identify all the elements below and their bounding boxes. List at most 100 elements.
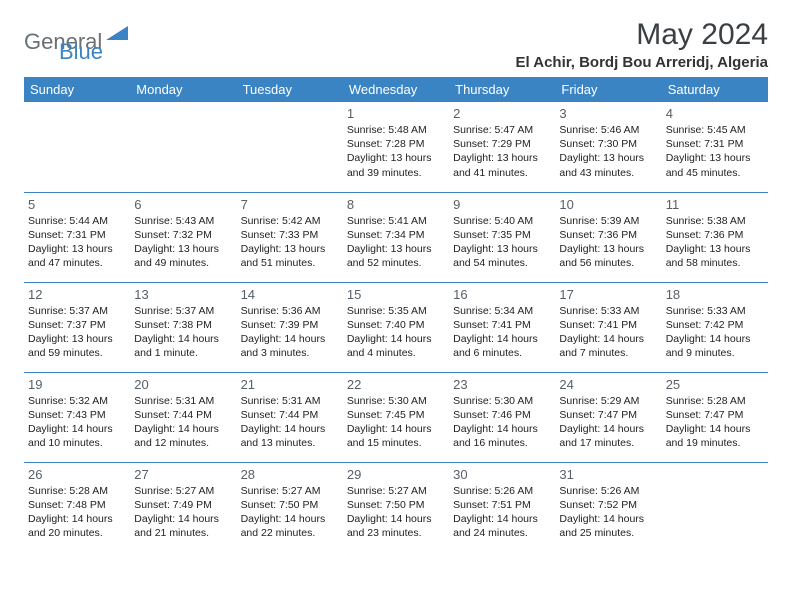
day-header: Saturday (662, 77, 768, 102)
day-number: 16 (453, 287, 551, 302)
calendar-cell (130, 102, 236, 192)
header: General Blue May 2024 El Achir, Bordj Bo… (24, 18, 768, 71)
day-details: Sunrise: 5:40 AMSunset: 7:35 PMDaylight:… (453, 214, 551, 271)
calendar-cell: 31 Sunrise: 5:26 AMSunset: 7:52 PMDayligh… (555, 462, 661, 552)
calendar-cell: 28 Sunrise: 5:27 AMSunset: 7:50 PMDayligh… (237, 462, 343, 552)
day-number: 22 (347, 377, 445, 392)
calendar-cell: 17 Sunrise: 5:33 AMSunset: 7:41 PMDayligh… (555, 282, 661, 372)
logo-triangle-icon (106, 26, 128, 45)
calendar-cell: 2Sunrise: 5:47 AMSunset: 7:29 PMDaylight… (449, 102, 555, 192)
day-header: Monday (130, 77, 236, 102)
day-number: 10 (559, 197, 657, 212)
calendar-row: 12 Sunrise: 5:37 AMSunset: 7:37 PMDayligh… (24, 282, 768, 372)
calendar-cell: 30 Sunrise: 5:26 AMSunset: 7:51 PMDayligh… (449, 462, 555, 552)
calendar-cell: 24 Sunrise: 5:29 AMSunset: 7:47 PMDayligh… (555, 372, 661, 462)
day-details: Sunrise: 5:31 AMSunset: 7:44 PMDaylight:… (134, 394, 232, 451)
calendar-cell: 5Sunrise: 5:44 AMSunset: 7:31 PMDaylight… (24, 192, 130, 282)
calendar-cell: 29 Sunrise: 5:27 AMSunset: 7:50 PMDayligh… (343, 462, 449, 552)
day-number: 19 (28, 377, 126, 392)
calendar-cell: 18 Sunrise: 5:33 AMSunset: 7:42 PMDayligh… (662, 282, 768, 372)
day-details: Sunrise: 5:46 AMSunset: 7:30 PMDaylight:… (559, 123, 657, 180)
day-number: 7 (241, 197, 339, 212)
day-details: Sunrise: 5:33 AMSunset: 7:41 PMDaylight:… (559, 304, 657, 361)
calendar-body: 1 Sunrise: 5:48 AMSunset: 7:28 PMDaylight… (24, 102, 768, 552)
day-header: Friday (555, 77, 661, 102)
day-details: Sunrise: 5:38 AMSunset: 7:36 PMDaylight:… (666, 214, 764, 271)
calendar-cell: 22Sunrise: 5:30 AMSunset: 7:45 PMDayligh… (343, 372, 449, 462)
day-number: 29 (347, 467, 445, 482)
day-details: Sunrise: 5:45 AMSunset: 7:31 PMDaylight:… (666, 123, 764, 180)
calendar-row: 26 Sunrise: 5:28 AMSunset: 7:48 PMDayligh… (24, 462, 768, 552)
day-header: Sunday (24, 77, 130, 102)
day-number: 9 (453, 197, 551, 212)
day-number: 28 (241, 467, 339, 482)
calendar-cell (662, 462, 768, 552)
day-details: Sunrise: 5:36 AMSunset: 7:39 PMDaylight:… (241, 304, 339, 361)
calendar-cell: 21 Sunrise: 5:31 AMSunset: 7:44 PMDayligh… (237, 372, 343, 462)
day-number: 26 (28, 467, 126, 482)
day-details: Sunrise: 5:35 AMSunset: 7:40 PMDaylight:… (347, 304, 445, 361)
day-details: Sunrise: 5:28 AMSunset: 7:47 PMDaylight:… (666, 394, 764, 451)
calendar-cell: 6Sunrise: 5:43 AMSunset: 7:32 PMDaylight… (130, 192, 236, 282)
logo: General Blue (24, 18, 128, 57)
day-details: Sunrise: 5:27 AMSunset: 7:50 PMDaylight:… (347, 484, 445, 541)
day-number: 5 (28, 197, 126, 212)
day-details: Sunrise: 5:48 AMSunset: 7:28 PMDaylight:… (347, 123, 445, 180)
day-details: Sunrise: 5:28 AMSunset: 7:48 PMDaylight:… (28, 484, 126, 541)
day-number: 3 (559, 106, 657, 121)
calendar-cell: 13 Sunrise: 5:37 AMSunset: 7:38 PMDayligh… (130, 282, 236, 372)
title-block: May 2024 El Achir, Bordj Bou Arreridj, A… (515, 18, 768, 71)
day-number: 13 (134, 287, 232, 302)
calendar-cell: 27 Sunrise: 5:27 AMSunset: 7:49 PMDayligh… (130, 462, 236, 552)
calendar-cell: 20 Sunrise: 5:31 AMSunset: 7:44 PMDayligh… (130, 372, 236, 462)
day-details: Sunrise: 5:29 AMSunset: 7:47 PMDaylight:… (559, 394, 657, 451)
calendar-table: SundayMondayTuesdayWednesdayThursdayFrid… (24, 77, 768, 552)
day-number: 4 (666, 106, 764, 121)
page-subtitle: El Achir, Bordj Bou Arreridj, Algeria (515, 54, 768, 71)
calendar-cell: 26 Sunrise: 5:28 AMSunset: 7:48 PMDayligh… (24, 462, 130, 552)
calendar-cell: 1 Sunrise: 5:48 AMSunset: 7:28 PMDaylight… (343, 102, 449, 192)
calendar-cell: 23Sunrise: 5:30 AMSunset: 7:46 PMDayligh… (449, 372, 555, 462)
day-details: Sunrise: 5:27 AMSunset: 7:50 PMDaylight:… (241, 484, 339, 541)
logo-word2: Blue (59, 39, 103, 64)
day-number: 30 (453, 467, 551, 482)
day-number: 31 (559, 467, 657, 482)
page-title: May 2024 (515, 18, 768, 52)
day-number: 12 (28, 287, 126, 302)
day-details: Sunrise: 5:41 AMSunset: 7:34 PMDaylight:… (347, 214, 445, 271)
calendar-row: 1 Sunrise: 5:48 AMSunset: 7:28 PMDaylight… (24, 102, 768, 192)
day-details: Sunrise: 5:26 AMSunset: 7:52 PMDaylight:… (559, 484, 657, 541)
day-details: Sunrise: 5:27 AMSunset: 7:49 PMDaylight:… (134, 484, 232, 541)
day-details: Sunrise: 5:34 AMSunset: 7:41 PMDaylight:… (453, 304, 551, 361)
day-header: Wednesday (343, 77, 449, 102)
day-number: 6 (134, 197, 232, 212)
calendar-cell: 4 Sunrise: 5:45 AMSunset: 7:31 PMDaylight… (662, 102, 768, 192)
calendar-header-row: SundayMondayTuesdayWednesdayThursdayFrid… (24, 77, 768, 102)
day-details: Sunrise: 5:32 AMSunset: 7:43 PMDaylight:… (28, 394, 126, 451)
day-number: 1 (347, 106, 445, 121)
day-details: Sunrise: 5:37 AMSunset: 7:37 PMDaylight:… (28, 304, 126, 361)
day-number: 23 (453, 377, 551, 392)
day-number: 27 (134, 467, 232, 482)
day-number: 20 (134, 377, 232, 392)
day-details: Sunrise: 5:37 AMSunset: 7:38 PMDaylight:… (134, 304, 232, 361)
day-details: Sunrise: 5:31 AMSunset: 7:44 PMDaylight:… (241, 394, 339, 451)
calendar-cell: 10Sunrise: 5:39 AMSunset: 7:36 PMDayligh… (555, 192, 661, 282)
calendar-cell: 16 Sunrise: 5:34 AMSunset: 7:41 PMDayligh… (449, 282, 555, 372)
calendar-cell: 12 Sunrise: 5:37 AMSunset: 7:37 PMDayligh… (24, 282, 130, 372)
day-details: Sunrise: 5:33 AMSunset: 7:42 PMDaylight:… (666, 304, 764, 361)
calendar-cell: 14 Sunrise: 5:36 AMSunset: 7:39 PMDayligh… (237, 282, 343, 372)
day-number: 8 (347, 197, 445, 212)
day-number: 2 (453, 106, 551, 121)
day-header: Tuesday (237, 77, 343, 102)
day-number: 24 (559, 377, 657, 392)
day-number: 15 (347, 287, 445, 302)
day-number: 17 (559, 287, 657, 302)
day-number: 18 (666, 287, 764, 302)
calendar-row: 5Sunrise: 5:44 AMSunset: 7:31 PMDaylight… (24, 192, 768, 282)
calendar-cell: 9 Sunrise: 5:40 AMSunset: 7:35 PMDaylight… (449, 192, 555, 282)
day-number: 14 (241, 287, 339, 302)
calendar-cell (24, 102, 130, 192)
day-number: 21 (241, 377, 339, 392)
day-details: Sunrise: 5:26 AMSunset: 7:51 PMDaylight:… (453, 484, 551, 541)
